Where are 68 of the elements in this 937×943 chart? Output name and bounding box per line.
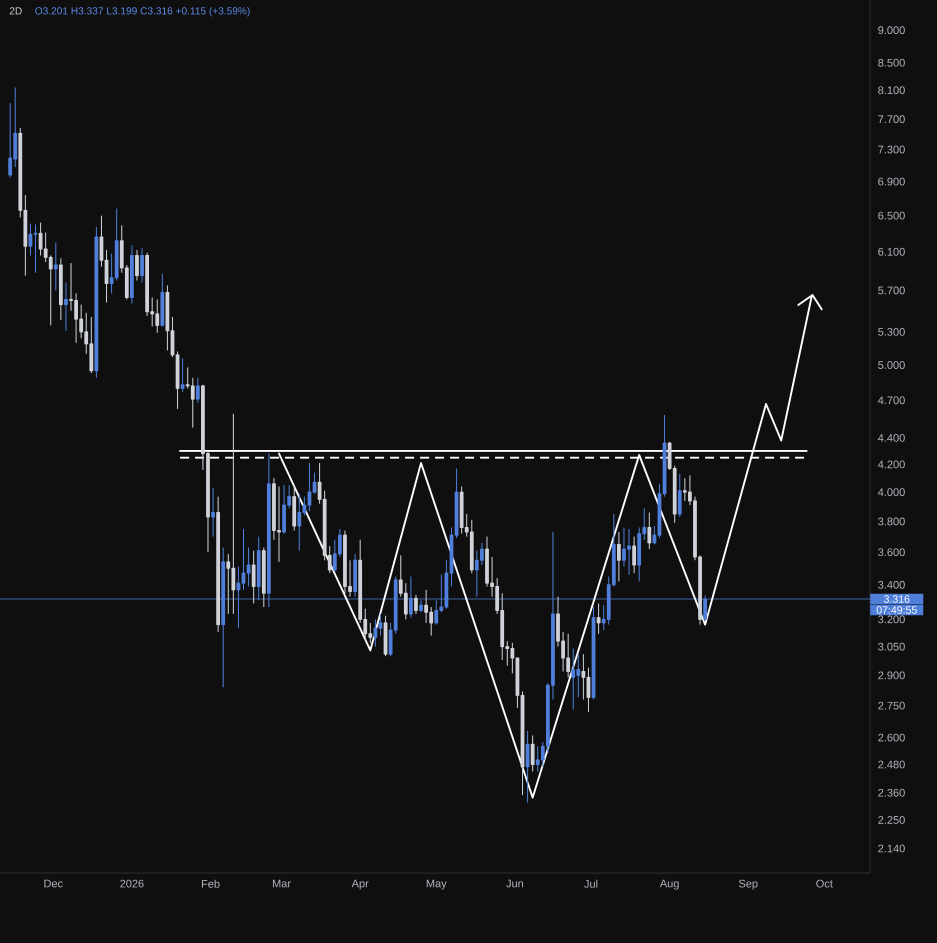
candlestick: [64, 282, 68, 332]
candlestick: [140, 248, 144, 283]
x-tick-label: Feb: [202, 880, 220, 888]
candlestick: [647, 512, 652, 550]
y-tick-label: 4.000: [878, 488, 905, 496]
candlestick: [54, 242, 58, 291]
y-tick-label: 9.000: [878, 26, 905, 34]
y-tick-label: 5.700: [878, 286, 905, 294]
y-tick-label: 3.050: [878, 642, 905, 651]
y-tick-label: 8.100: [878, 86, 905, 94]
candlestick: [252, 550, 256, 604]
x-tick-label: Dec: [44, 880, 63, 888]
y-tick-label: 2.360: [878, 788, 905, 797]
y-tick-label: 8.500: [878, 58, 905, 67]
x-tick-label: Mar: [272, 880, 291, 888]
candlestick: [384, 615, 388, 657]
y-tick-label: 5.300: [878, 328, 905, 336]
candlestick: [160, 273, 164, 327]
y-tick-label: 4.200: [878, 460, 905, 468]
x-tick-label: 2026: [120, 880, 144, 888]
x-tick-label: Apr: [352, 880, 369, 890]
candlestick: [94, 226, 98, 378]
y-tick-label: 2.140: [878, 844, 905, 852]
candlestick: [180, 358, 185, 392]
candlestick: [530, 734, 535, 772]
y-tick-label: 2.900: [878, 671, 905, 680]
x-tick-label: Jul: [584, 880, 598, 888]
x-tick-label: Jun: [506, 880, 524, 888]
candlestick: [211, 487, 215, 538]
y-tick-label: 2.600: [878, 734, 905, 742]
y-tick-label: 6.500: [878, 212, 905, 220]
text: 07:49:55: [876, 606, 917, 614]
x-tick-label: May: [426, 880, 447, 890]
candlestick: [678, 473, 682, 518]
y-tick-label: 4.400: [878, 434, 905, 442]
y-tick-label: 7.300: [878, 146, 905, 154]
candlestick: [262, 547, 266, 608]
y-tick-label: 2.480: [878, 760, 905, 768]
y-tick-label: 3.200: [878, 615, 905, 624]
y-tick-label: 6.100: [878, 248, 905, 256]
candlestick: [414, 594, 418, 615]
y-tick-label: 3.800: [878, 518, 905, 526]
x-tick-label: Sep: [738, 880, 758, 890]
x-tick-label: Aug: [660, 880, 679, 890]
candlestick: [58, 258, 63, 321]
candlestick: [353, 553, 357, 598]
y-tick-label: 7.700: [878, 115, 905, 124]
candlestick: [135, 249, 139, 281]
candlestick: [526, 730, 530, 803]
candlestick: [596, 603, 600, 634]
y-tick-label: 6.900: [878, 178, 905, 186]
x-tick-label: Oct: [816, 880, 833, 888]
candlestick: [632, 536, 636, 574]
candlestick: [130, 244, 134, 304]
y-tick-label: 5.000: [878, 361, 905, 369]
y-tick-label: 3.600: [878, 548, 905, 556]
candlestick: [592, 606, 596, 700]
y-tick-label: 3.400: [878, 580, 905, 589]
y-tick-label: 2.750: [878, 702, 905, 710]
candlestick: [292, 484, 296, 532]
candlestick: [216, 496, 220, 632]
y-tick-label: 4.700: [878, 396, 905, 404]
y-tick-label: 2.250: [878, 816, 905, 824]
candlestick: [617, 532, 621, 582]
candlestick: [196, 377, 200, 404]
text: O3.201 H3.337 L3.199 C3.316 +0.115 (+3.59%): [35, 6, 250, 16]
text: 2D: [10, 7, 22, 14]
ref-line-label: 3.316: [884, 595, 910, 603]
